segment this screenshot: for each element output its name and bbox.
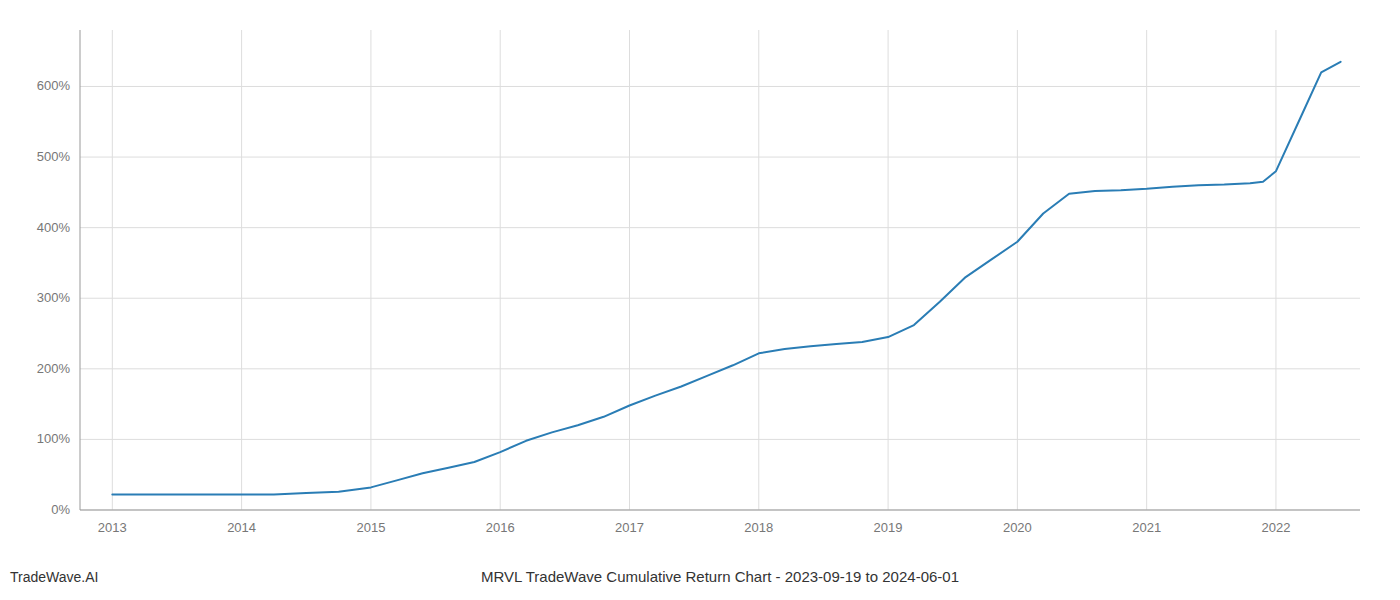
y-grid-line [80, 227, 1360, 228]
y-axis-line [80, 30, 81, 510]
y-tick-label: 100% [37, 431, 71, 446]
y-grid-line [80, 86, 1360, 87]
x-tick-label: 2015 [356, 520, 385, 535]
chart: 0% 100% 200% 300% 400% 500% 600% 2013 2014 2015 20… [0, 0, 1400, 600]
y-grid-line [80, 439, 1360, 440]
grid [80, 30, 1360, 510]
x-tick-label: 2022 [1261, 520, 1290, 535]
y-tick-label: 400% [37, 220, 71, 235]
y-grid-line [80, 510, 1360, 511]
x-grid-line [241, 30, 242, 510]
x-tick-label: 2013 [98, 520, 127, 535]
x-axis-line [80, 510, 1360, 511]
x-grid-line [370, 30, 371, 510]
x-tick-label: 2019 [874, 520, 903, 535]
x-grid-line [112, 30, 113, 510]
title: MRVL TradeWave Cumulative Return Chart -… [481, 568, 959, 585]
plot-area [112, 62, 1340, 495]
background [0, 0, 1400, 600]
y-tick-label: 0% [51, 502, 70, 517]
y-grid-line [80, 368, 1360, 369]
y-tick-label: 500% [37, 149, 71, 164]
x-tick-label: 2020 [1003, 520, 1032, 535]
x-tick-label: 2018 [744, 520, 773, 535]
x-tick-label: 2014 [227, 520, 256, 535]
y-grid-line [80, 298, 1360, 299]
x-grid-line [1017, 30, 1018, 510]
x-grid-line [1275, 30, 1276, 510]
y-tick-label: 600% [37, 78, 71, 93]
x-tick-label: 2016 [486, 520, 515, 535]
x-tick-label: 2017 [615, 520, 644, 535]
y-tick-label: 200% [37, 361, 71, 376]
x-grid-line [758, 30, 759, 510]
y-grid-line [80, 157, 1360, 158]
x-grid-line [500, 30, 501, 510]
x-grid-line [888, 30, 889, 510]
x-tick-label: 2021 [1132, 520, 1161, 535]
y-tick-label: 300% [37, 290, 71, 305]
x-grid-line [1146, 30, 1147, 510]
watermark: TradeWave.AI [10, 569, 98, 585]
tick-labels: 0% 100% 200% 300% 400% 500% 600% 2013 2014 2015 20… [37, 78, 1291, 535]
line [112, 62, 1340, 495]
x-grid-line [629, 30, 630, 510]
